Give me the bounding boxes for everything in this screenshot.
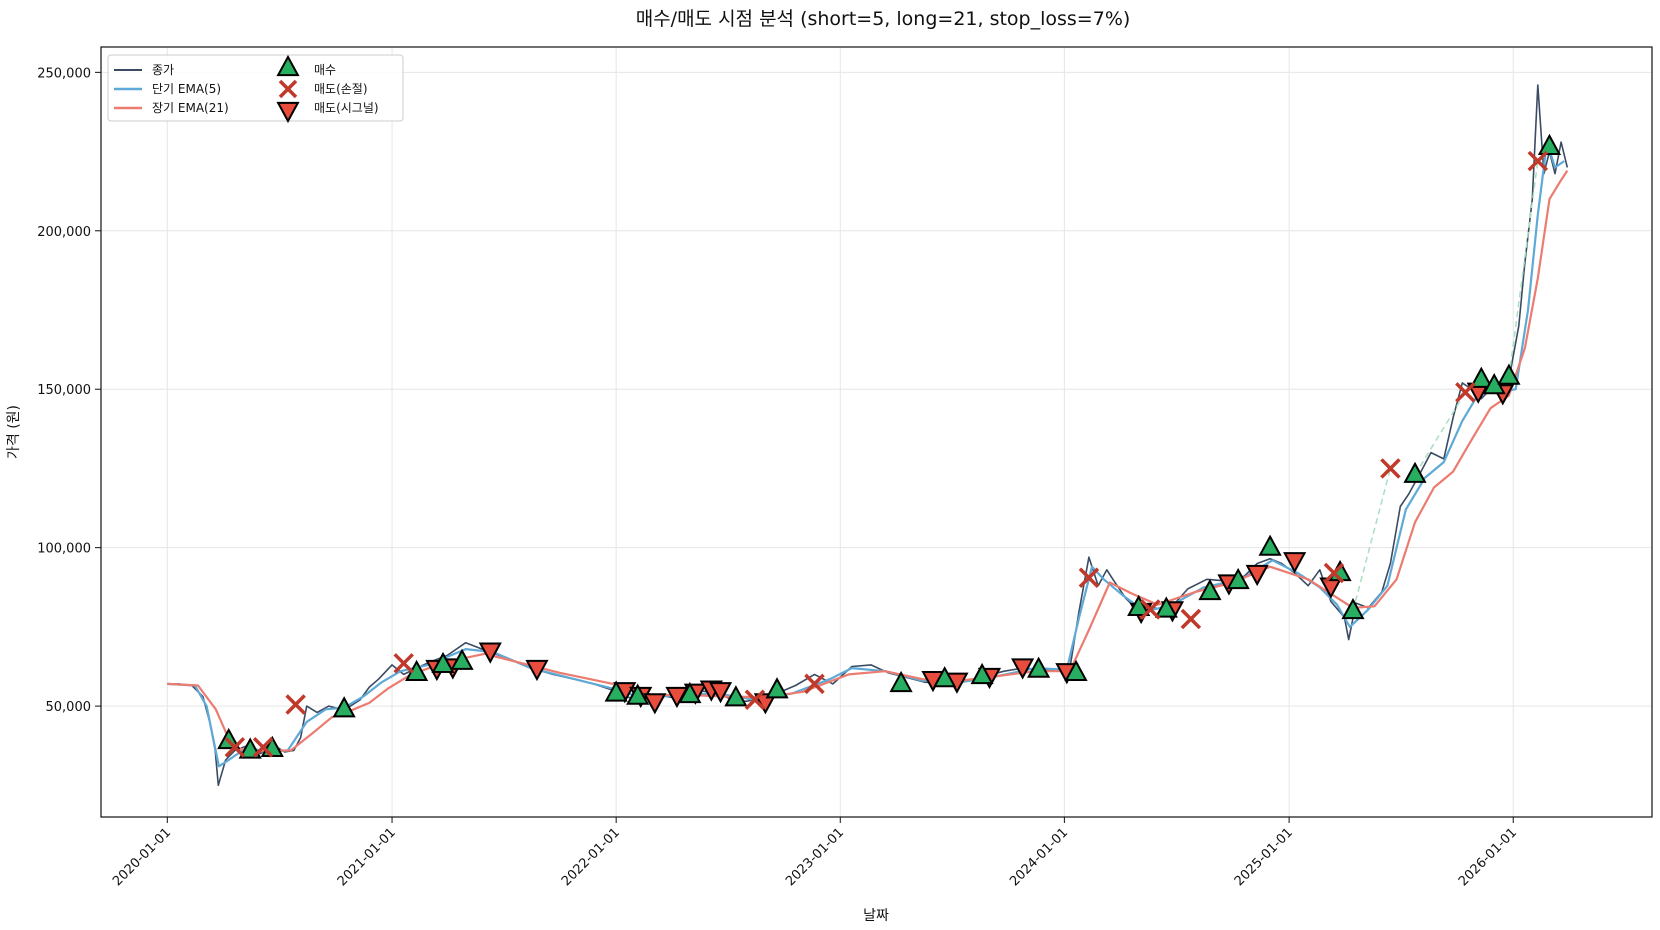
trade-link-line [1414,391,1466,476]
trade-link-line [1508,160,1539,377]
legend-swatch-sell-signal [276,101,300,124]
stop-loss-marker [1527,150,1549,172]
legend-label: 단기 EMA(5) [152,82,221,96]
stop-loss-stroke [393,653,414,674]
sell-signal-marker [1283,552,1307,574]
buy-marker [1154,596,1178,618]
plot-frame [100,46,1653,818]
x-tick-label: 2025-01-01 [1232,825,1296,889]
stop-loss-stroke [1140,599,1161,620]
buy-marker [1497,363,1521,385]
buy-marker [970,662,994,685]
marker-layer [217,133,1562,759]
buy-marker [933,666,957,688]
stop-loss-stroke [285,694,306,715]
buy-marker [431,651,455,674]
buy-marker [1469,366,1493,388]
stop-loss-stroke [1078,567,1100,588]
buy-marker [1537,133,1562,155]
tick-layer: 2020-01-01 2021-01-01 2022-01-01 2023-01-01… [37,66,1520,889]
stop-loss-marker [1140,599,1161,620]
legend-label: 매도(손절) [314,82,368,96]
x-tick-label: 2022-01-01 [559,825,623,889]
legend-swatch-buy [276,54,300,77]
stop-loss-marker [393,653,414,674]
stop-loss-stroke [1180,608,1202,630]
stop-loss-marker [1078,567,1100,588]
sell-signal-marker [525,659,549,682]
sell-signal-marker [643,693,667,715]
legend-label: 매수 [314,63,336,77]
y-tick-label: 50,000 [46,700,92,715]
stop-loss-stroke [744,689,766,710]
buy-marker [1127,594,1151,617]
x-tick-label: 2021-01-01 [335,825,399,889]
buy-marker [1403,461,1427,483]
stop-loss-stroke [252,737,274,758]
stop-loss-marker [285,694,306,715]
stop-loss-marker [1180,608,1202,630]
legend-swatch-stop-loss [278,79,298,99]
stop-loss-marker [1323,562,1345,584]
buy-marker [626,683,650,705]
buy-marker [1064,659,1088,681]
stop-loss-stroke [1380,458,1401,479]
x-axis-label: 날짜 [863,908,889,924]
stop-loss-stroke [804,673,825,695]
y-tick-label: 200,000 [37,225,91,240]
sell-signal-marker [478,642,502,664]
stop-loss-marker [1455,382,1476,403]
buy-marker [765,677,789,699]
stop-loss-stroke [278,79,298,99]
legend-label: 매도(시그널) [314,101,379,115]
series-layer [167,84,1569,787]
stop-loss-marker [252,737,274,758]
sell-signal-marker [1319,577,1343,599]
stop-loss-stroke [1527,150,1549,172]
stop-loss-marker [804,673,825,695]
stop-loss-marker [744,689,766,710]
y-tick-label: 150,000 [37,383,91,398]
x-tick-label: 2020-01-01 [110,825,174,889]
buy-marker [1226,567,1250,590]
y-tick-label: 100,000 [37,542,91,557]
grid-layer [101,47,1652,817]
stop-loss-marker [1380,458,1401,479]
sell-signal-marker [1011,658,1035,680]
close-price-line [167,84,1569,787]
buy-marker [678,681,702,704]
x-tick-label: 2024-01-01 [1007,825,1071,889]
y-tick-label: 250,000 [37,66,91,81]
x-tick-label: 2026-01-01 [1456,825,1520,889]
legend-label: 장기 EMA(21) [152,101,229,115]
legend-label: 종가 [152,63,174,77]
chart-title: 매수/매도 시점 분석 (short=5, long=21, stop_loss… [636,8,1131,30]
sell-signal-marker [708,682,733,704]
stop-loss-stroke [224,737,246,758]
legend-box [107,54,404,122]
buy-marker [724,685,748,707]
trade-link-line [1352,468,1392,612]
buy-marker [332,696,356,718]
buy-marker [1258,534,1282,556]
y-axis-label: 가격 (원) [6,405,22,459]
stop-loss-stroke [1455,382,1476,403]
buy-marker [1027,656,1051,678]
sell-signal-marker [1245,564,1269,587]
stop-loss-stroke [1323,562,1345,584]
buy-marker [604,680,628,702]
buy-marker [1341,597,1365,620]
x-tick-label: 2023-01-01 [783,825,847,889]
buy-marker [1198,578,1222,601]
buy-marker [450,648,474,670]
buy-marker [889,670,913,693]
stop-loss-marker [224,737,246,758]
